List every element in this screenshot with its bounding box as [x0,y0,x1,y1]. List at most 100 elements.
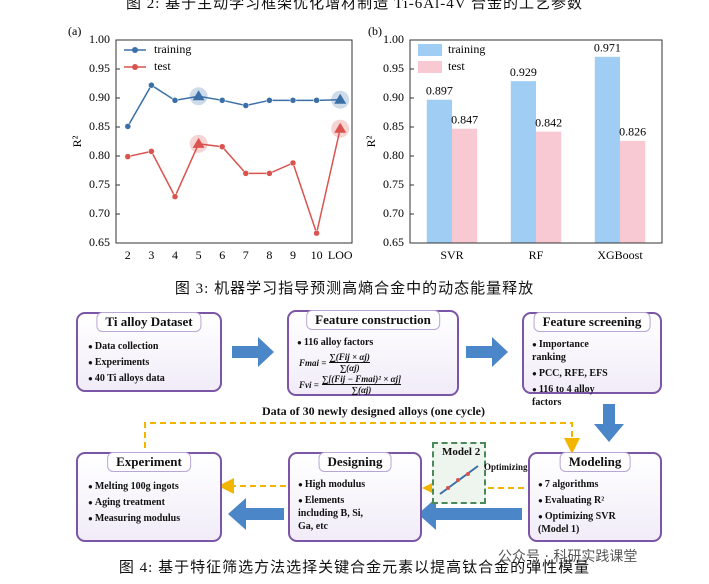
highlight-marker [192,90,205,101]
marker [124,123,132,130]
marker [289,159,297,167]
y-tick-label: 0.65 [383,235,404,249]
screening-box: Feature screening Importance ranking PCC… [522,312,662,408]
bar [536,131,562,243]
marker [218,143,226,150]
legend-label: training [154,42,191,56]
formula-lhs: Fvi = [299,379,319,390]
y-tick-label: 0.95 [89,61,110,75]
y-tick-label: 0.80 [89,148,110,162]
legend-swatch [418,44,442,56]
legend-label: test [448,59,465,73]
plot-frame [115,39,353,244]
marker [218,97,226,104]
highlight-marker [192,137,205,148]
marker [266,97,273,104]
marker [266,170,273,177]
box-title: Ti alloy Dataset [96,312,202,332]
bullet: Data collection [88,340,165,353]
charts: (a) R² 0.65 0.70 0.75 0.80 0.85 0.90 0.95 1.00 2 3 4… [68,24,663,262]
x-tick-label: XGBoost [597,248,643,262]
x-tick-label: 2 [125,248,131,262]
legend-swatch [418,61,442,73]
bullet-list: High modulus Elements including B, Si, G… [298,478,376,536]
box-title: Experiment [107,452,191,472]
bullet: High modulus [298,478,376,491]
formula: Fvi = ∑[(Fij − Fmai)² × αj] ∑(αj) [299,374,402,395]
bar [452,128,478,243]
formula-lhs: Fmai = [299,357,327,368]
box-title: Feature screening [533,312,651,332]
x-tick-label: SVR [440,248,463,262]
bullet: Melting 100g ingots [88,480,180,493]
x-tick-label: RF [529,248,544,262]
y-axis-label: R² [70,135,84,147]
marker [242,170,250,177]
bullet: 7 algorithms [538,478,620,491]
bullet: Optimizing SVR (Model 1) [538,510,620,536]
marker [171,97,179,104]
bullet-list: Importance ranking PCC, RFE, EFS 116 to … [532,338,624,412]
y-tick-label: 0.80 [383,148,404,162]
bar [510,81,536,244]
cropped-caption: 图 2: 基于主动学习框架优化增材制造 Ti-6Al-4V 合金的工艺参数 [125,0,584,12]
marker [124,153,132,160]
bullet: Evaluating R² [538,494,620,507]
y-tick-label: 0.85 [383,119,404,133]
x-tick-label: 4 [172,248,178,262]
highlight-marker [334,122,347,133]
box-title: Designing [318,452,392,472]
optimizing-label: Optimizing [484,462,528,472]
plot-frame [409,39,663,244]
bullet: Experiments [88,356,165,369]
formula-num: ∑[(Fij − Fmai)² × αj] [321,374,402,385]
value-label: 0.847 [451,112,478,126]
bullet: 116 alloy factors [297,336,373,349]
marker [289,97,297,104]
box-title: Feature construction [306,310,440,330]
flow-arrows [228,337,624,530]
designing-box: Designing High modulus Elements includin… [288,452,422,542]
bullet: Elements including B, Si, Ga, etc [298,494,376,533]
box-title: Modeling [559,452,631,472]
y-tick-label: 0.85 [89,119,110,133]
bullet: 40 Ti alloys data [88,372,165,385]
y-tick-label: 0.70 [383,206,404,220]
y-tick-label: 0.75 [383,177,404,191]
bullet: Aging treatment [88,496,180,509]
formula: Fmai = ∑(Fij × αj) ∑(αj) [299,352,370,373]
x-tick-label: LOO [328,248,353,262]
formula-den: ∑(αj) [351,385,372,395]
panel-label: (a) [68,24,81,38]
y-tick-label: 0.95 [383,61,404,75]
highlight-marker [334,93,347,104]
marker [171,193,179,200]
bullet: Measuring modulus [88,512,180,525]
x-tick-label: 3 [148,248,154,262]
x-tick-label: 8 [266,248,272,262]
y-tick-label: 0.75 [89,177,110,191]
x-tick-label: 5 [196,248,202,262]
bar [426,99,452,244]
formula-num: ∑(Fij × αj) [329,352,370,363]
x-tick-label: 9 [290,248,296,262]
legend-label: test [154,59,171,73]
value-label: 0.826 [619,125,646,139]
model2-label: Model 2 [442,446,481,458]
marker [313,229,320,237]
marker [148,81,155,89]
y-tick-label: 0.65 [89,235,110,249]
model2-box: Model 2 [432,442,486,504]
line [127,84,341,127]
bar [594,56,620,243]
x-tick-label: 6 [219,248,225,262]
bullet-list: 116 alloy factors [297,336,373,352]
fig4-caption: 图 4: 基于特征筛选方法选择关键合金元素以提高钛合金的弹性模量 [118,560,591,576]
watermark: 公众号 · 科研实践课堂 [498,549,638,565]
experiment-box: Experiment Melting 100g ingots Aging tre… [76,452,222,542]
legend-label: training [448,42,485,56]
marker [313,97,320,104]
bar [620,140,646,243]
construction-box: Feature construction 116 alloy factors F… [287,310,459,396]
x-tick-label: 10 [311,248,323,262]
